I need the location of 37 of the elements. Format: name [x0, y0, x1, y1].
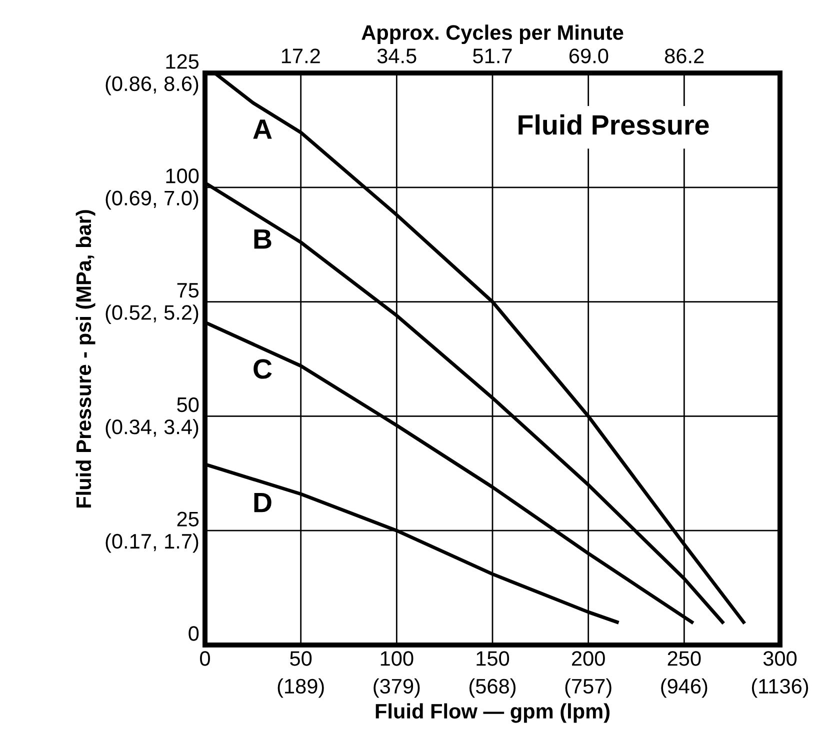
text: (946): [661, 678, 708, 698]
y-tick-label: 50: [177, 397, 199, 412]
annotation: Fluid Pressure: [518, 114, 709, 135]
x2-tick-label: 86.2: [664, 48, 704, 64]
text: (568): [469, 678, 516, 698]
y-tick-label: 125: [166, 54, 199, 69]
y-tick-label: 100: [166, 168, 199, 184]
annotation: C: [254, 359, 272, 379]
x2-tick-label: 51.7: [473, 48, 512, 64]
text: (0.69, 7.0): [106, 190, 198, 210]
text: (0.17, 1.7): [106, 533, 198, 553]
annotation: D: [254, 493, 272, 512]
x-tick-label: 50: [290, 651, 312, 666]
text: (379): [374, 678, 420, 698]
x-tick-label: 250: [668, 651, 701, 666]
text: (1136): [752, 678, 808, 698]
x-tick-label: 200: [572, 651, 605, 666]
y-tick-label: 25: [177, 512, 199, 526]
text: (0.52, 5.2): [106, 304, 198, 324]
text: (757): [565, 678, 612, 698]
x-tick-label: 0: [200, 651, 210, 666]
x-tick-label: 150: [476, 651, 510, 666]
x2-tick-label: 69.0: [569, 48, 608, 64]
x-tick-label: 100: [380, 651, 414, 666]
x-tick-label: 300: [763, 651, 797, 666]
x-axis-title: Fluid Flow — gpm (lpm): [376, 703, 610, 723]
y-tick-label: 75: [177, 283, 199, 298]
x2-tick-label: 34.5: [377, 48, 416, 64]
text: (189): [278, 678, 324, 698]
annotation: A: [253, 120, 272, 139]
text: (0.34, 3.4): [106, 418, 198, 438]
text: (0.86, 8.6): [106, 76, 198, 96]
annotation: B: [254, 229, 272, 249]
y-axis-title: Fluid Pressure - psi (MPa, bar): [76, 210, 96, 508]
y-tick-label: 0: [188, 626, 199, 641]
x2-axis-title: Approx. Cycles per Minute: [362, 24, 624, 44]
x2-tick-label: 17.2: [282, 48, 320, 64]
